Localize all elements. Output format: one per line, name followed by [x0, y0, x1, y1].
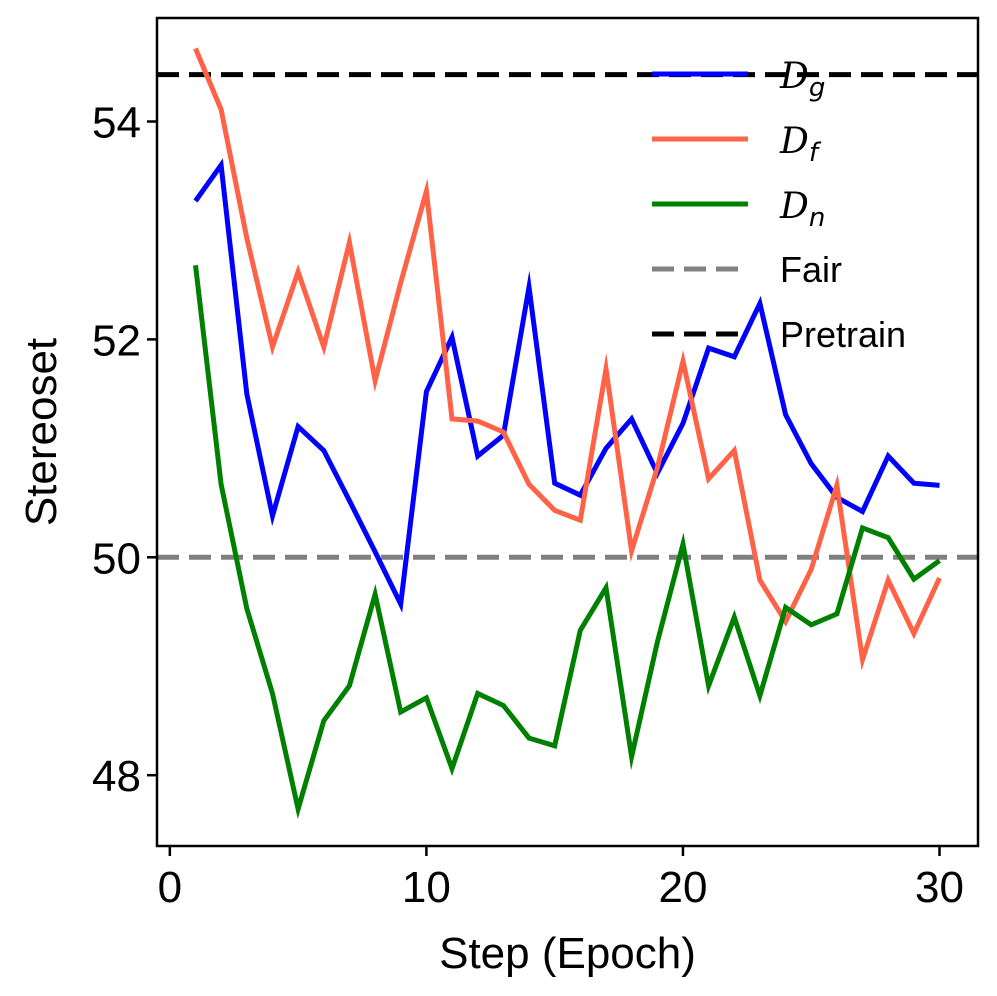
- legend-label-subscript: n: [809, 203, 825, 233]
- legend-label-symbol: D: [779, 56, 809, 97]
- y-axis-label: Stereoset: [17, 338, 66, 526]
- legend-label-subscript: g: [809, 73, 826, 103]
- y-tick-label: 50: [92, 534, 141, 583]
- reference-lines: [157, 72, 978, 560]
- plot-area: [157, 47, 978, 820]
- x-axis-ticks: 0 10 20 30: [158, 846, 964, 912]
- x-tick-label: 30: [915, 863, 964, 912]
- x-tick-label: 20: [658, 863, 707, 912]
- legend-label-subscript: f: [809, 138, 822, 168]
- x-axis-label: Step (Epoch): [439, 929, 696, 978]
- legend-label: Df: [779, 121, 822, 168]
- legend-label: Pretrain: [780, 314, 906, 355]
- series-line-d-g: [193, 158, 940, 613]
- legend-label-symbol: D: [779, 186, 809, 227]
- x-tick-label: 10: [402, 863, 451, 912]
- y-axis-ticks: 48 50 52 54: [92, 99, 157, 801]
- series-lines: [193, 47, 942, 820]
- legend-label-symbol: D: [779, 121, 809, 162]
- x-tick-label: 0: [158, 863, 182, 912]
- y-tick-label: 48: [92, 752, 141, 801]
- legend-label: Dg: [779, 56, 825, 103]
- series-line-d-n: [193, 265, 941, 820]
- legend-label: Dn: [779, 186, 825, 233]
- legend-label: Fair: [780, 249, 842, 290]
- y-tick-label: 54: [92, 99, 141, 148]
- y-tick-label: 52: [92, 316, 141, 365]
- series-line-d-f: [193, 47, 942, 671]
- axes-frame: [155, 16, 980, 848]
